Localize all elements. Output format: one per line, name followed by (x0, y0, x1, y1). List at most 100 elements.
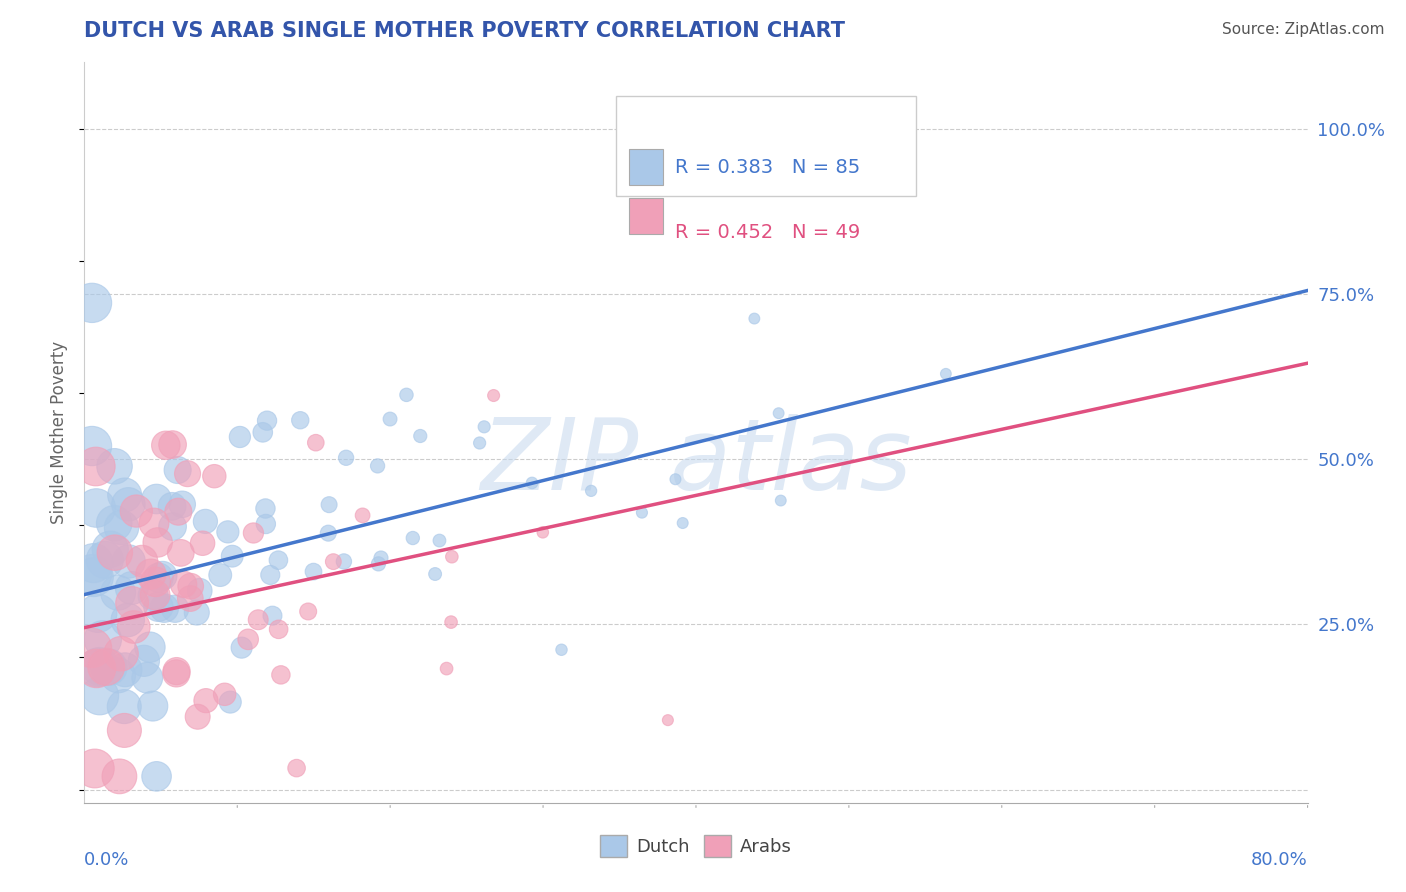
Point (84, 459, 107, 474)
Point (152, 568, 174, 582)
Point (89, 689, 111, 703)
Point (297, 604, 319, 618)
Point (167, 505, 190, 519)
Point (162, 519, 184, 533)
Point (367, 557, 389, 571)
Point (378, 412, 401, 426)
Point (252, 425, 274, 440)
Point (769, 493, 792, 508)
Point (316, 526, 339, 541)
Point (145, 769, 167, 783)
Point (531, 525, 554, 540)
Point (579, 483, 602, 498)
Point (166, 664, 188, 678)
Point (402, 531, 425, 545)
Point (395, 388, 418, 402)
Point (305, 435, 328, 450)
Point (89, 659, 111, 673)
Point (165, 666, 187, 681)
Point (188, 583, 211, 598)
Point (221, 549, 243, 564)
Text: R = 0.383   N = 85: R = 0.383 N = 85 (675, 158, 860, 178)
Point (148, 599, 170, 614)
Point (468, 436, 491, 450)
Point (146, 535, 169, 549)
Point (472, 420, 495, 434)
Point (254, 501, 277, 516)
Text: 80.0%: 80.0% (1251, 851, 1308, 869)
Point (935, 367, 957, 381)
Point (162, 437, 184, 451)
Point (259, 568, 281, 582)
Point (550, 642, 572, 657)
Point (202, 469, 225, 483)
Point (117, 613, 139, 627)
Point (80, 640, 103, 655)
Point (254, 516, 277, 531)
Point (132, 654, 155, 668)
Point (217, 524, 239, 539)
Point (122, 620, 145, 634)
Point (80, 567, 103, 582)
Text: DUTCH VS ARAB SINGLE MOTHER POVERTY CORRELATION CHART: DUTCH VS ARAB SINGLE MOTHER POVERTY CORR… (84, 21, 845, 41)
Point (104, 546, 127, 560)
Point (166, 463, 188, 477)
Point (186, 606, 208, 620)
Point (87, 607, 110, 621)
Point (170, 546, 193, 560)
Point (91, 632, 114, 647)
Point (322, 555, 344, 569)
Point (285, 761, 308, 775)
Point (440, 549, 463, 564)
Point (229, 430, 252, 444)
Point (165, 601, 187, 615)
Point (631, 506, 654, 520)
Point (136, 671, 159, 685)
Point (352, 508, 374, 523)
Point (219, 695, 242, 709)
Point (107, 668, 129, 682)
Point (145, 491, 167, 506)
Point (142, 589, 165, 603)
Point (318, 498, 340, 512)
Point (153, 601, 176, 615)
Point (256, 414, 278, 428)
Point (143, 588, 166, 602)
Point (176, 467, 198, 481)
Point (121, 581, 143, 595)
Point (520, 475, 543, 490)
Text: Source: ZipAtlas.com: Source: ZipAtlas.com (1222, 22, 1385, 37)
Point (139, 640, 162, 655)
Point (270, 668, 292, 682)
Point (110, 520, 132, 534)
Point (86, 660, 108, 674)
Point (440, 615, 463, 629)
Text: ZIP atlas: ZIP atlas (481, 414, 911, 511)
FancyBboxPatch shape (628, 149, 664, 185)
Point (139, 567, 162, 582)
Y-axis label: Single Mother Poverty: Single Mother Poverty (51, 341, 69, 524)
Point (242, 526, 264, 541)
Point (145, 574, 167, 589)
Point (214, 687, 236, 701)
Point (236, 632, 259, 647)
Point (110, 647, 132, 661)
Point (83, 570, 105, 584)
Point (768, 406, 790, 420)
FancyBboxPatch shape (628, 198, 664, 234)
Point (180, 579, 202, 593)
Point (333, 554, 356, 568)
Point (367, 458, 389, 473)
Point (142, 699, 165, 714)
Point (114, 663, 136, 677)
Point (672, 516, 695, 530)
Point (98, 542, 121, 557)
FancyBboxPatch shape (616, 95, 917, 195)
Point (94, 553, 117, 567)
Point (80, 296, 103, 310)
Point (97, 660, 120, 674)
Point (302, 565, 325, 579)
Point (173, 577, 195, 591)
Text: R = 0.452   N = 49: R = 0.452 N = 49 (675, 223, 860, 242)
Point (194, 693, 217, 707)
